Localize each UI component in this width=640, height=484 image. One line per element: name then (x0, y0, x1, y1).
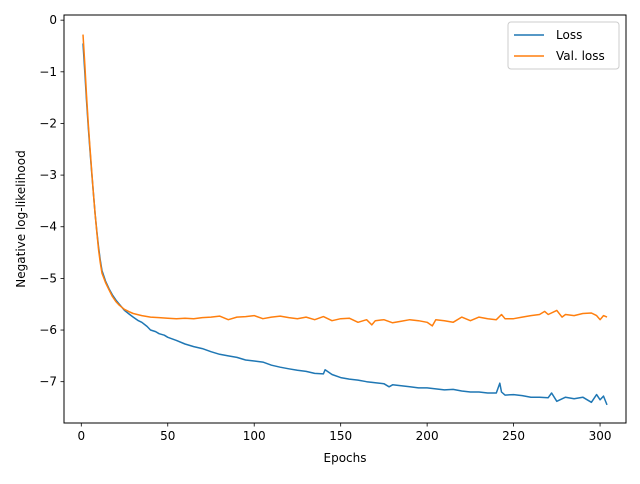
y-axis-label: Negative log-likelihood (14, 150, 28, 287)
legend: Loss Val. loss (507, 21, 620, 70)
y-tick-label: 0 (49, 13, 57, 27)
series-layer (82, 34, 608, 406)
legend-label-val-loss: Val. loss (556, 49, 605, 63)
x-axis-label: Epochs (324, 451, 367, 465)
x-tick-label: 250 (502, 429, 525, 443)
legend-frame (507, 21, 620, 70)
x-tick-label: 50 (160, 429, 175, 443)
y-tick-label: −1 (39, 65, 57, 79)
ticks-layer: 0 50 100 150 200 250 300 0 −1 −2 −3 −4 −5 −6 −7 (39, 13, 611, 443)
y-tick-label: −4 (39, 220, 57, 234)
loss-series-line (82, 43, 608, 406)
y-tick-label: −6 (39, 323, 57, 337)
y-tick-label: −3 (39, 168, 57, 182)
x-tick-label: 100 (243, 429, 266, 443)
x-tick-label: 200 (416, 429, 439, 443)
x-tick-label: 150 (329, 429, 352, 443)
x-tick-label: 0 (77, 429, 85, 443)
x-tick-label: 300 (589, 429, 612, 443)
legend-label-loss: Loss (556, 28, 582, 42)
plot-frame (63, 14, 627, 424)
y-tick-label: −5 (39, 271, 57, 285)
y-tick-label: −7 (39, 375, 57, 389)
y-tick-label: −2 (39, 116, 57, 130)
val-loss-series-line (82, 34, 608, 327)
